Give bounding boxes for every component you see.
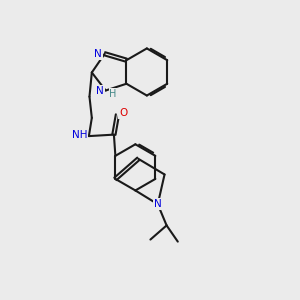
Text: NH: NH: [72, 130, 87, 140]
Text: N: N: [94, 49, 102, 59]
Text: H: H: [109, 89, 117, 99]
Text: N: N: [97, 85, 104, 95]
Text: O: O: [119, 108, 128, 118]
Text: N: N: [154, 199, 162, 209]
